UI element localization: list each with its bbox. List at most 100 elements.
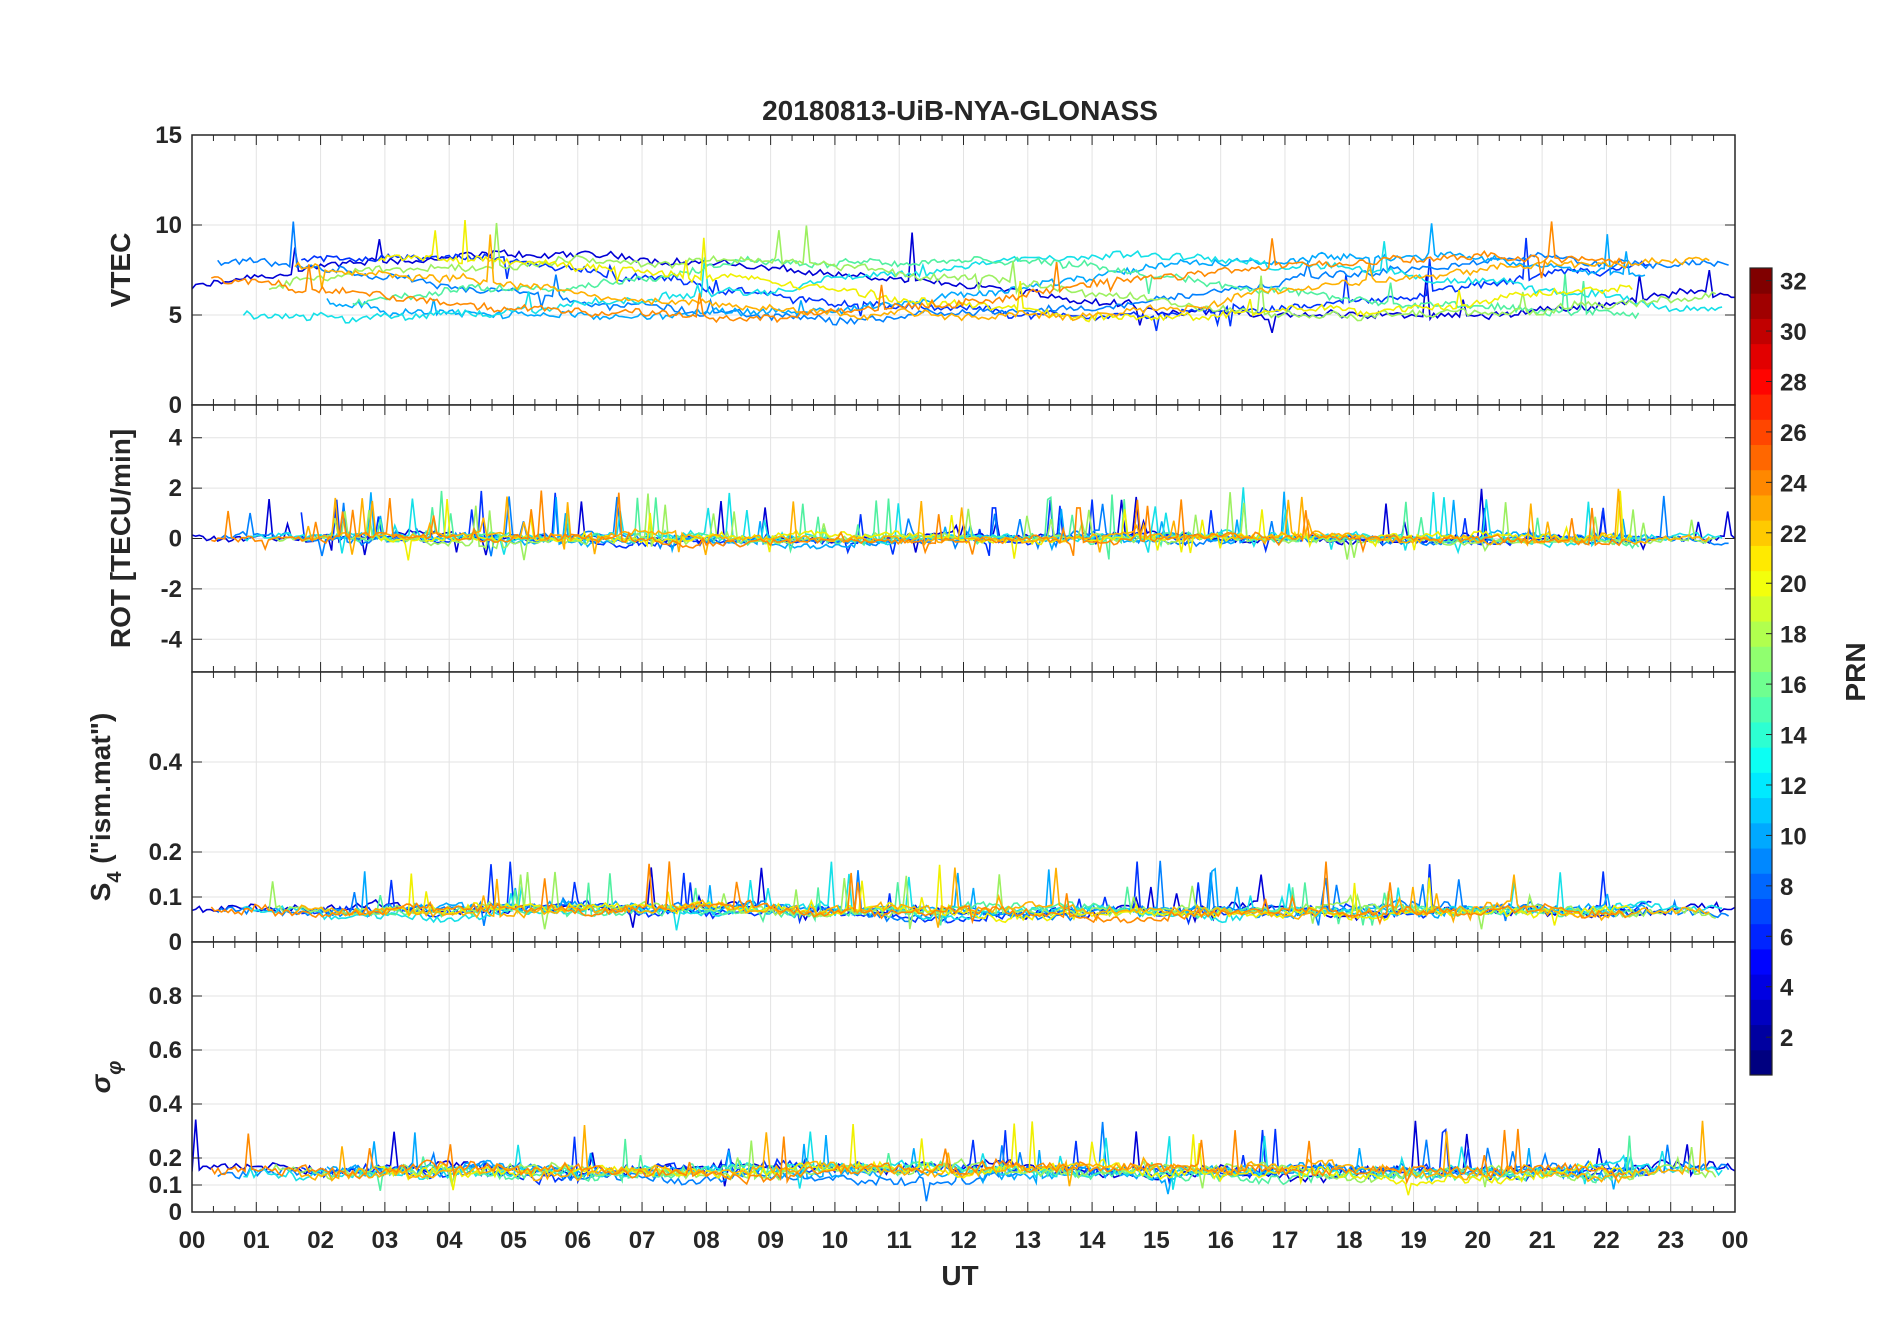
series-prn-10	[326, 223, 1646, 321]
y-tick-label: 0.4	[149, 749, 183, 776]
panel-s4: 0 0.1 0.2 0.4 S4 ("ism.mat")	[85, 671, 1736, 956]
colorbar-tick-label: 18	[1780, 622, 1807, 649]
x-tick-label: 11	[887, 1227, 912, 1254]
series-prn-15	[352, 255, 1640, 320]
series-prn-20	[377, 219, 1633, 323]
colorbar-segment	[1750, 822, 1772, 849]
colorbar-segment	[1750, 520, 1772, 546]
colorbar-tick-label: 26	[1780, 420, 1807, 447]
colorbar-tick-label: 22	[1780, 521, 1807, 548]
y-tick-label: 0	[169, 526, 182, 553]
colorbar-segment	[1750, 494, 1772, 521]
y-tick-label: 0	[169, 929, 182, 956]
x-tick-label: 13	[1014, 1227, 1041, 1254]
series-prn-15	[352, 873, 1639, 926]
y-tick-label: 0.1	[149, 1172, 182, 1199]
x-tick-label: 03	[372, 1227, 399, 1254]
panel-sigma_phi: 00.10.2 0.4 0.6 0.8 σφ	[85, 941, 1736, 1226]
colorbar-segment	[1750, 1024, 1772, 1051]
y-axis-label-main: S	[85, 883, 116, 902]
x-tick-label: 05	[500, 1227, 527, 1254]
x-tick-label: 10	[822, 1227, 849, 1254]
x-tick-label: 15	[1143, 1227, 1170, 1254]
colorbar-segment	[1750, 394, 1772, 420]
colorbar-segment	[1750, 293, 1772, 319]
colorbar-segment	[1750, 419, 1772, 446]
colorbar-tick-label: 12	[1780, 773, 1807, 800]
colorbar-tick-label: 30	[1780, 319, 1807, 346]
x-tick-label: 04	[436, 1227, 463, 1254]
colorbar-tick-label: 2	[1780, 1025, 1793, 1052]
series-prn-23	[211, 490, 1627, 557]
y-axis-label: S4 ("ism.mat")	[85, 713, 126, 902]
colorbar-segment	[1750, 318, 1772, 345]
colorbar-tick-label: 28	[1780, 369, 1807, 396]
series-prn-5	[301, 237, 1652, 332]
y-axis-label: σφ	[85, 1061, 126, 1094]
y-tick-label: 2	[169, 475, 182, 502]
y-axis-label-sub: 4	[104, 871, 126, 883]
colorbar-segment	[1750, 1049, 1772, 1076]
colorbar-segment	[1750, 646, 1772, 672]
x-tick-label: 22	[1593, 1227, 1620, 1254]
colorbar-label: PRN	[1840, 642, 1871, 701]
x-tick-label: 02	[307, 1227, 334, 1254]
series-prn-23	[210, 861, 1627, 926]
colorbar-segment	[1750, 444, 1772, 471]
colorbar-segment	[1750, 545, 1772, 572]
colorbar-segment	[1750, 268, 1772, 294]
colorbar-segment	[1750, 747, 1772, 773]
panel-series	[192, 860, 1735, 931]
colorbar-segment	[1750, 368, 1772, 395]
colorbar-segment	[1750, 469, 1772, 496]
y-tick-label: 0.1	[149, 884, 182, 911]
y-tick-label: -4	[161, 626, 183, 653]
colorbar-tick-label: 14	[1780, 723, 1807, 750]
colorbar-segment	[1750, 898, 1772, 925]
x-tick-label: 21	[1529, 1227, 1556, 1254]
x-tick-label: 00	[1722, 1227, 1749, 1254]
colorbar-frame	[1749, 267, 1773, 1076]
y-tick-label: 0.6	[149, 1037, 182, 1064]
x-tick-label: 20	[1464, 1227, 1491, 1254]
chart-title: 20180813-UiB-NYA-GLONASS	[762, 95, 1158, 126]
colorbar-tick-label: 10	[1780, 823, 1807, 850]
y-tick-label: 5	[169, 302, 182, 329]
colorbar-segment	[1750, 696, 1772, 723]
x-axis: 00 01 02 03 04 05 06 07 08 09 10 11 12 13 14 15 16 17 18 19…	[179, 1227, 1749, 1254]
y-axis-label: ROT [TECU/min]	[105, 429, 136, 648]
colorbar-tick-label: 6	[1780, 924, 1793, 951]
x-tick-label: 16	[1207, 1227, 1234, 1254]
colorbar-tick-label: 32	[1780, 269, 1807, 296]
series-prn-13	[242, 241, 1723, 324]
x-tick-label: 07	[629, 1227, 656, 1254]
x-tick-label: 01	[243, 1227, 270, 1254]
x-tick-label: 00	[179, 1227, 206, 1254]
x-tick-label: 18	[1336, 1227, 1363, 1254]
panel-series	[192, 487, 1735, 561]
y-axis-label-main: σ	[85, 1073, 116, 1093]
y-axis-label-sub: φ	[104, 1061, 126, 1075]
series-prn-22	[294, 234, 1710, 322]
y-tick-label: 15	[155, 122, 182, 149]
colorbar-segment	[1750, 671, 1772, 698]
colorbar-tick-label: 24	[1780, 470, 1807, 497]
y-tick-label: 10	[155, 212, 182, 239]
y-tick-label: 4	[169, 425, 183, 452]
colorbar-segment	[1750, 797, 1772, 824]
colorbar-segment	[1750, 721, 1772, 748]
panel-series	[192, 219, 1735, 334]
series-prn-20	[377, 490, 1633, 561]
y-tick-label: 0	[169, 392, 182, 419]
colorbar-tick-label: 4	[1780, 975, 1794, 1002]
colorbar-tick-label: 20	[1780, 571, 1807, 598]
x-tick-label: 19	[1400, 1227, 1427, 1254]
y-tick-label: -2	[161, 576, 182, 603]
x-axis-label: UT	[941, 1260, 978, 1291]
series-prn-2	[192, 232, 1735, 334]
x-tick-label: 06	[564, 1227, 591, 1254]
y-tick-label: 0.2	[149, 839, 182, 866]
